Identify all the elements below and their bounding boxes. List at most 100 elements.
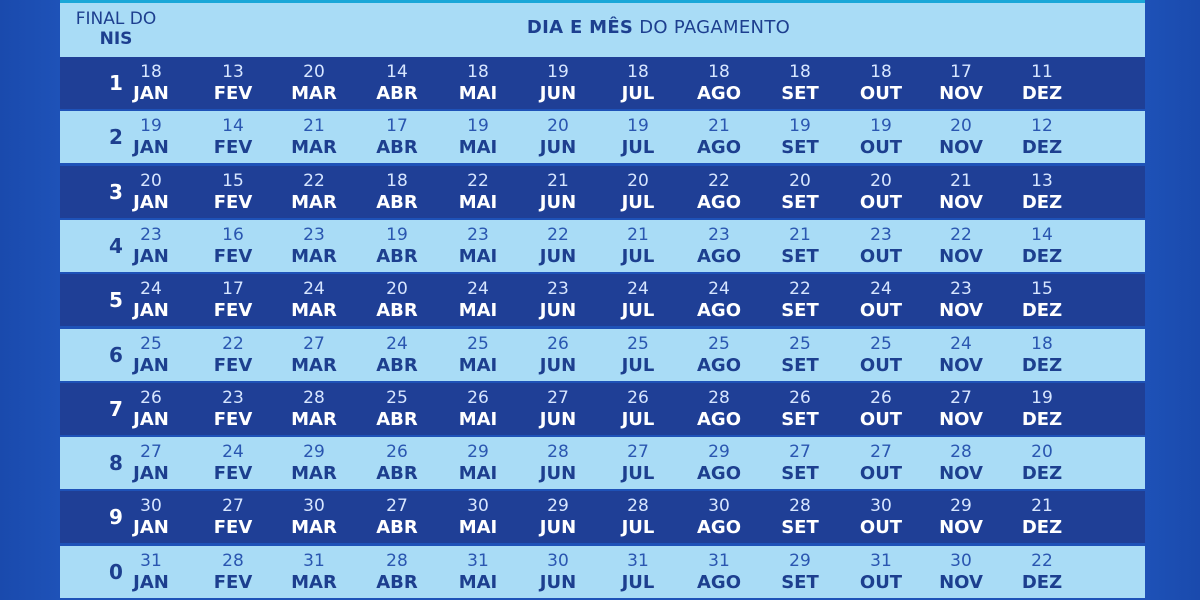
payment-day: 15 xyxy=(1031,279,1053,300)
payment-month: MAI xyxy=(458,354,498,376)
payment-day: 22 xyxy=(467,170,489,191)
row-cells: 25 JAN 22 FEV 27 MAR 24 ABR 25 MAI 26 JUN 25 JUL 25 AGO… xyxy=(133,329,1145,381)
payment-day: 30 xyxy=(547,550,569,571)
payment-date-cell: 21 NOV xyxy=(921,170,1001,214)
payment-month: AGO xyxy=(696,463,741,485)
payment-month: JUN xyxy=(539,463,577,485)
payment-date-cell: 26 MAI xyxy=(438,387,518,431)
table-header: FINAL DO NIS DIA E MÊS DO PAGAMENTO xyxy=(60,3,1145,57)
payment-month: ABR xyxy=(376,137,418,159)
payment-month: NOV xyxy=(939,83,983,104)
payment-day: 20 xyxy=(547,116,569,137)
payment-date-cell: 25 ABR xyxy=(357,387,437,431)
payment-date-cell: 20 NOV xyxy=(921,115,1001,159)
payment-date-cell: 22 MAR xyxy=(274,170,354,214)
payment-date-cell: 20 JUN xyxy=(518,115,598,159)
payment-date-cell: 28 AGO xyxy=(679,387,759,431)
payment-date-cell: 17 ABR xyxy=(357,115,437,159)
payment-date-cell: 27 FEV xyxy=(193,495,273,539)
payment-date-cell: 23 MAR xyxy=(274,224,354,268)
payment-month: AGO xyxy=(696,354,741,376)
payment-day: 30 xyxy=(950,550,972,571)
payment-date-cell: 28 JUL xyxy=(598,495,678,539)
payment-day: 30 xyxy=(140,496,162,517)
payment-day: 22 xyxy=(950,224,972,245)
payment-date-cell: 31 OUT xyxy=(841,550,921,594)
payment-month: MAI xyxy=(458,517,498,539)
payment-day: 29 xyxy=(467,442,489,463)
payment-day: 30 xyxy=(870,496,892,517)
payment-date-cell: 22 AGO xyxy=(679,170,759,214)
payment-date-cell: 15 FEV xyxy=(193,170,273,214)
payment-month: AGO xyxy=(696,245,741,267)
payment-date-cell: 24 NOV xyxy=(921,333,1001,377)
payment-day: 25 xyxy=(870,333,892,354)
payment-date-cell: 24 AGO xyxy=(679,278,759,322)
payment-month: DEZ xyxy=(1021,517,1063,539)
payment-month: OUT xyxy=(859,571,903,593)
payment-month: ABR xyxy=(376,463,418,485)
payment-date-cell: 29 JUN xyxy=(518,495,598,539)
row-cells: 27 JAN 24 FEV 29 MAR 26 ABR 29 MAI 28 JUN 27 JUL 29 AGO… xyxy=(133,437,1145,489)
row-cells: 23 JAN 16 FEV 23 MAR 19 ABR 23 MAI 22 JUN 21 JUL 23 AGO… xyxy=(133,220,1145,272)
payment-day: 17 xyxy=(386,116,408,137)
payment-date-cell: 31 JAN xyxy=(111,550,191,594)
payment-date-cell: 23 OUT xyxy=(841,224,921,268)
payment-day: 31 xyxy=(303,550,325,571)
payment-date-cell: 17 NOV xyxy=(921,61,1001,105)
payment-date-cell: 27 NOV xyxy=(921,387,1001,431)
payment-month: FEV xyxy=(213,354,253,376)
payment-month: AGO xyxy=(696,83,741,104)
payment-day: 24 xyxy=(222,442,244,463)
payment-date-cell: 31 JUL xyxy=(598,550,678,594)
payment-day: 27 xyxy=(789,442,811,463)
payment-month: OUT xyxy=(859,463,903,485)
payment-day: 28 xyxy=(627,496,649,517)
payment-month: JAN xyxy=(133,191,169,213)
payment-day: 31 xyxy=(708,550,730,571)
payment-month: ABR xyxy=(376,300,418,322)
payment-day: 20 xyxy=(789,170,811,191)
payment-date-cell: 23 JUN xyxy=(518,278,598,322)
payment-date-cell: 30 AGO xyxy=(679,495,759,539)
table-row: 0 31 JAN 28 FEV 31 MAR 28 ABR 31 MAI 30 JUN 31 JUL 31 AG… xyxy=(60,545,1145,598)
header-title: DIA E MÊS DO PAGAMENTO xyxy=(172,17,1145,38)
payment-day: 28 xyxy=(386,550,408,571)
payment-month: AGO xyxy=(696,300,741,322)
payment-month: NOV xyxy=(939,408,983,430)
payment-month: FEV xyxy=(213,517,253,539)
payment-day: 26 xyxy=(140,387,162,408)
payment-month: JAN xyxy=(133,83,169,104)
payment-month: MAR xyxy=(291,517,337,539)
payment-date-cell: 27 OUT xyxy=(841,441,921,485)
payment-date-cell: 27 SET xyxy=(760,441,840,485)
payment-month: DEZ xyxy=(1021,83,1063,104)
payment-month: JAN xyxy=(133,137,169,159)
payment-day: 21 xyxy=(950,170,972,191)
payment-month: MAR xyxy=(291,300,337,322)
payment-day: 13 xyxy=(1031,170,1053,191)
table-row: 7 26 JAN 23 FEV 28 MAR 25 ABR 26 MAI 27 JUN 26 JUL 28 AG… xyxy=(60,382,1145,435)
table-row: 5 24 JAN 17 FEV 24 MAR 20 ABR 24 MAI 23 JUN 24 JUL 24 AG… xyxy=(60,274,1145,327)
payment-day: 17 xyxy=(222,279,244,300)
payment-date-cell: 13 DEZ xyxy=(1002,170,1082,214)
payment-month: MAR xyxy=(291,137,337,159)
payment-date-cell: 18 MAI xyxy=(438,61,518,105)
payment-month: JUL xyxy=(621,83,655,104)
payment-date-cell: 22 SET xyxy=(760,278,840,322)
payment-month: MAI xyxy=(458,245,498,267)
payment-day: 24 xyxy=(870,279,892,300)
payment-date-cell: 22 JUN xyxy=(518,224,598,268)
payment-date-cell: 18 JUL xyxy=(598,61,678,105)
payment-date-cell: 26 JAN xyxy=(111,387,191,431)
payment-date-cell: 20 DEZ xyxy=(1002,441,1082,485)
table-row: 8 27 JAN 24 FEV 29 MAR 26 ABR 29 MAI 28 JUN 27 JUL 29 AG… xyxy=(60,437,1145,490)
payment-date-cell: 26 ABR xyxy=(357,441,437,485)
payment-date-cell: 25 SET xyxy=(760,333,840,377)
payment-date-cell: 22 NOV xyxy=(921,224,1001,268)
nis-final-digit: 0 xyxy=(109,559,123,584)
payment-day: 19 xyxy=(140,116,162,137)
payment-month: SET xyxy=(781,463,819,485)
payment-month: ABR xyxy=(376,245,418,267)
payment-month: NOV xyxy=(939,300,983,322)
